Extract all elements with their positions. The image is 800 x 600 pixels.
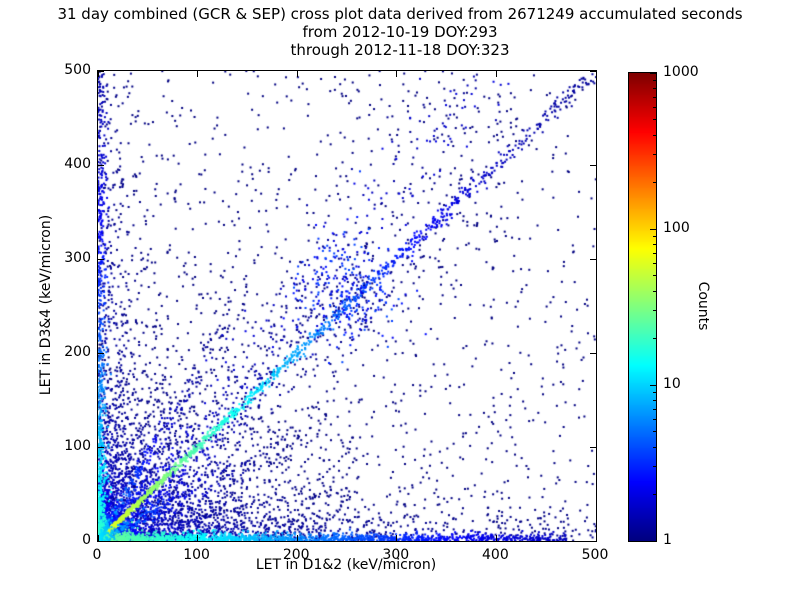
colorbar-tick <box>650 72 656 74</box>
colorbar-tick <box>650 540 656 542</box>
x-tick <box>296 535 298 541</box>
colorbar-minor-tick <box>653 408 656 410</box>
colorbar-minor-tick <box>653 337 656 339</box>
y-tick <box>98 258 104 260</box>
y-tick-right <box>590 352 596 354</box>
colorbar-minor-tick <box>653 243 656 245</box>
y-tick <box>98 446 104 448</box>
colorbar-minor-tick <box>653 466 656 468</box>
colorbar-minor-tick <box>653 446 656 448</box>
colorbar-tick <box>650 228 656 230</box>
colorbar-tick-label: 100 <box>663 220 690 236</box>
colorbar-canvas <box>629 73 656 541</box>
y-tick-right <box>590 540 596 542</box>
chart-title: 31 day combined (GCR & SEP) cross plot d… <box>0 5 800 59</box>
y-tick <box>98 540 104 542</box>
y-tick-label: 0 <box>82 532 91 548</box>
x-tick-label: 0 <box>92 547 102 563</box>
colorbar <box>628 72 657 542</box>
colorbar-minor-tick <box>653 79 656 81</box>
y-tick-label: 100 <box>64 438 91 454</box>
x-tick-top <box>495 71 497 77</box>
colorbar-minor-tick <box>653 290 656 292</box>
colorbar-tick-label: 1 <box>663 532 672 548</box>
colorbar-tick <box>650 384 656 386</box>
colorbar-minor-tick <box>653 134 656 136</box>
x-tick-top <box>396 71 398 77</box>
colorbar-minor-tick <box>653 87 656 89</box>
x-tick-label: 200 <box>282 547 310 563</box>
colorbar-tick-label: 10 <box>663 376 681 392</box>
colorbar-minor-tick <box>653 119 656 121</box>
title-line-2: from 2012-10-19 DOY:293 <box>302 23 498 41</box>
y-tick <box>98 352 104 354</box>
x-tick-top <box>296 71 298 77</box>
x-tick-top <box>197 71 199 77</box>
x-tick-label: 400 <box>482 547 509 563</box>
colorbar-minor-tick <box>653 154 656 156</box>
x-tick <box>97 535 99 541</box>
plot-area <box>97 70 597 542</box>
y-tick <box>98 164 104 166</box>
y-tick-right <box>590 258 596 260</box>
x-tick-label: 100 <box>183 547 210 563</box>
colorbar-minor-tick <box>653 252 656 254</box>
colorbar-minor-tick <box>653 493 656 495</box>
x-tick-label: 500 <box>581 547 609 563</box>
colorbar-minor-tick <box>653 275 656 277</box>
y-tick-label: 500 <box>64 62 91 78</box>
y-tick-right <box>590 446 596 448</box>
colorbar-label: Counts <box>695 281 711 331</box>
colorbar-minor-tick <box>653 431 656 433</box>
colorbar-minor-tick <box>653 96 656 98</box>
colorbar-minor-tick <box>653 310 656 312</box>
x-tick-top <box>97 71 99 77</box>
colorbar-minor-tick <box>653 235 656 237</box>
y-axis-label: LET in D3&4 (keV/micron) <box>38 214 54 396</box>
colorbar-minor-tick <box>653 181 656 183</box>
x-tick <box>595 535 597 541</box>
x-axis-label: LET in D1&2 (keV/micron) <box>255 557 437 573</box>
colorbar-minor-tick <box>653 107 656 109</box>
x-tick-top <box>595 71 597 77</box>
colorbar-minor-tick <box>653 419 656 421</box>
colorbar-tick-label: 1000 <box>663 64 699 80</box>
y-tick-label: 300 <box>64 250 91 266</box>
colorbar-minor-tick <box>653 391 656 393</box>
y-tick <box>98 70 104 72</box>
x-tick <box>197 535 199 541</box>
x-tick <box>495 535 497 541</box>
y-tick-right <box>590 164 596 166</box>
title-line-3: through 2012-11-18 DOY:323 <box>290 41 510 59</box>
scatter-canvas <box>98 71 596 541</box>
y-tick-label: 400 <box>64 156 91 172</box>
colorbar-minor-tick <box>653 399 656 401</box>
title-line-1: 31 day combined (GCR & SEP) cross plot d… <box>57 5 743 23</box>
colorbar-minor-tick <box>653 263 656 265</box>
y-tick-right <box>590 70 596 72</box>
x-tick-label: 300 <box>382 547 410 563</box>
x-tick <box>396 535 398 541</box>
y-tick-label: 200 <box>64 344 91 360</box>
